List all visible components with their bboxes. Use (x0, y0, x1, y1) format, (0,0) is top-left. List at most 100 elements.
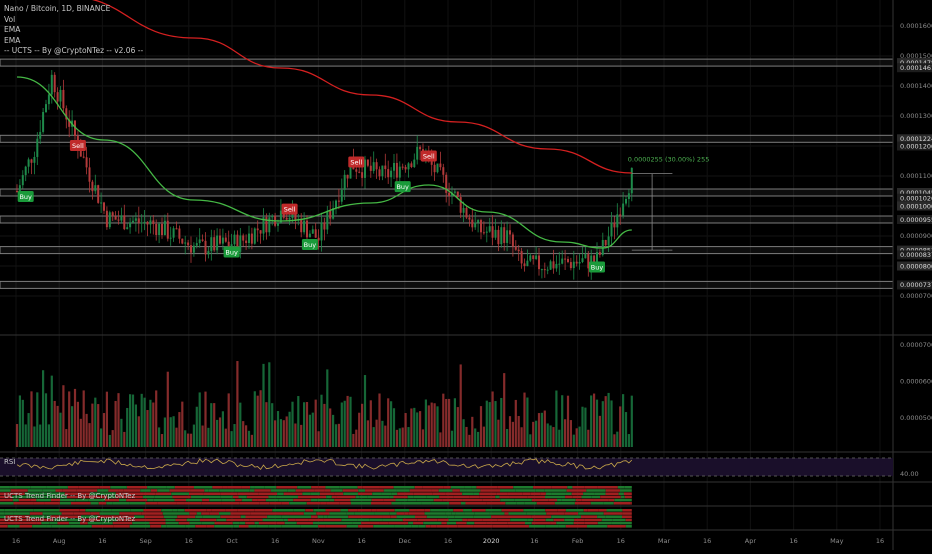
legend-vol[interactable]: Vol (4, 14, 16, 24)
trend-finder-segment (572, 495, 582, 499)
trend-finder-segment (42, 489, 56, 492)
trend-finder-segment (505, 502, 517, 505)
candle-body (300, 219, 303, 233)
trend-finder-segment (112, 521, 133, 525)
trend-finder-segment (29, 512, 43, 515)
trend-finder-label-1[interactable]: UCTS Trend Finder -- By @CryptoNTez (4, 492, 136, 500)
trend-finder-segment (325, 525, 347, 528)
volume-bar (213, 403, 216, 447)
trend-finder-segment (467, 518, 483, 522)
candle-body (253, 228, 256, 244)
legend-ucts[interactable]: -- UCTS -- By @CryptoNTez -- v2.06 -- (4, 46, 144, 55)
trend-finder-segment (190, 489, 205, 492)
trend-finder-segment (70, 525, 92, 528)
signal-badge-buy (17, 191, 34, 202)
trend-finder-segment (598, 509, 607, 512)
volume-bar (514, 399, 517, 447)
trend-finder-segment (334, 492, 344, 495)
trend-finder-segment (61, 512, 74, 515)
trend-finder-segment (413, 492, 433, 495)
trend-finder-segment (214, 525, 234, 528)
candle-body (314, 229, 317, 238)
volume-bar (27, 413, 30, 447)
trend-finder-segment (581, 498, 594, 502)
volume-bar (201, 425, 204, 447)
trend-finder-segment (497, 518, 511, 522)
volume-bar (543, 410, 546, 447)
trend-finder-segment (193, 486, 213, 489)
candle-body (178, 228, 181, 239)
trend-finder-segment (267, 515, 282, 518)
trend-finder-segment (382, 515, 391, 518)
trend-finder-segment (561, 498, 576, 502)
price-badge-bg (897, 201, 932, 211)
trend-finder-segment (316, 512, 330, 515)
price-badge-bg (897, 58, 932, 68)
trend-finder-label-2[interactable]: UCTS Trend Finder -- By @CryptoNTez (4, 515, 136, 523)
volume-bar (569, 420, 572, 447)
volume-bar (137, 416, 140, 447)
trend-finder-segment (276, 521, 285, 525)
trend-finder-segment (33, 502, 45, 505)
legend-title[interactable]: Nano / Bitcoin, 1D, BINANCE (4, 4, 111, 13)
time-tick-label: 16 (617, 537, 625, 545)
trend-finder-segment (186, 498, 203, 502)
time-tick-label: 16 (444, 537, 452, 545)
candle-body (311, 229, 314, 234)
trend-finder-segment (64, 492, 71, 495)
trend-finder-segment (623, 492, 632, 495)
trend-finder-segment (157, 489, 170, 492)
trend-finder-segment (177, 515, 196, 518)
trend-finder-segment (101, 521, 113, 525)
trend-finder-segment (241, 498, 253, 502)
trend-finder-segment (308, 518, 324, 522)
candle-body (393, 162, 395, 171)
volume-bar (540, 412, 543, 447)
trend-finder-segment (206, 525, 215, 528)
trend-finder-segment (460, 502, 466, 505)
candle-body (326, 210, 329, 230)
signal-label-buy: Buy (19, 193, 32, 201)
signal-badge-buy (394, 181, 411, 193)
volume-bar (297, 396, 300, 447)
trend-finder-segment (115, 495, 127, 499)
volume-bar (358, 412, 361, 447)
trend-finder-segment (450, 486, 465, 489)
rsi-label[interactable]: RSI (4, 458, 16, 466)
candle-body (230, 244, 233, 247)
volume-bar (134, 404, 137, 447)
volume-bar (320, 394, 323, 447)
trend-finder-segment (115, 492, 124, 495)
volume-bar (117, 393, 120, 447)
trend-finder-segment (531, 521, 551, 525)
trend-finder-segment (116, 518, 135, 522)
trend-finder-segment (327, 515, 349, 518)
trend-finder-segment (603, 512, 623, 515)
candle-body (607, 236, 610, 246)
candle-body (514, 246, 517, 250)
volume-bar (555, 390, 558, 447)
candle-body (442, 167, 445, 175)
candle-body (381, 165, 384, 177)
candle-body (451, 192, 453, 196)
candle-body (578, 261, 581, 264)
trend-finder-segment (126, 486, 148, 489)
candle-body (503, 227, 506, 243)
measure-label: 0.0000255 (30.00%) 255 (628, 156, 710, 164)
trend-finder-segment (430, 525, 437, 528)
trend-finder-segment (220, 492, 238, 495)
price-badge-label: 0.0001045 (900, 189, 932, 197)
trend-finder-segment (497, 486, 514, 489)
candle-body (349, 160, 352, 179)
volume-bar (442, 393, 445, 447)
legend-ema-1[interactable]: EMA (4, 25, 21, 34)
volume-bar (181, 401, 184, 447)
volume-bar (279, 419, 282, 447)
candle-body (224, 237, 227, 242)
volume-bar (256, 395, 259, 447)
trend-finder-segment (287, 489, 296, 492)
legend-ema-2[interactable]: EMA (4, 35, 21, 45)
trend-finder-segment (211, 509, 226, 512)
